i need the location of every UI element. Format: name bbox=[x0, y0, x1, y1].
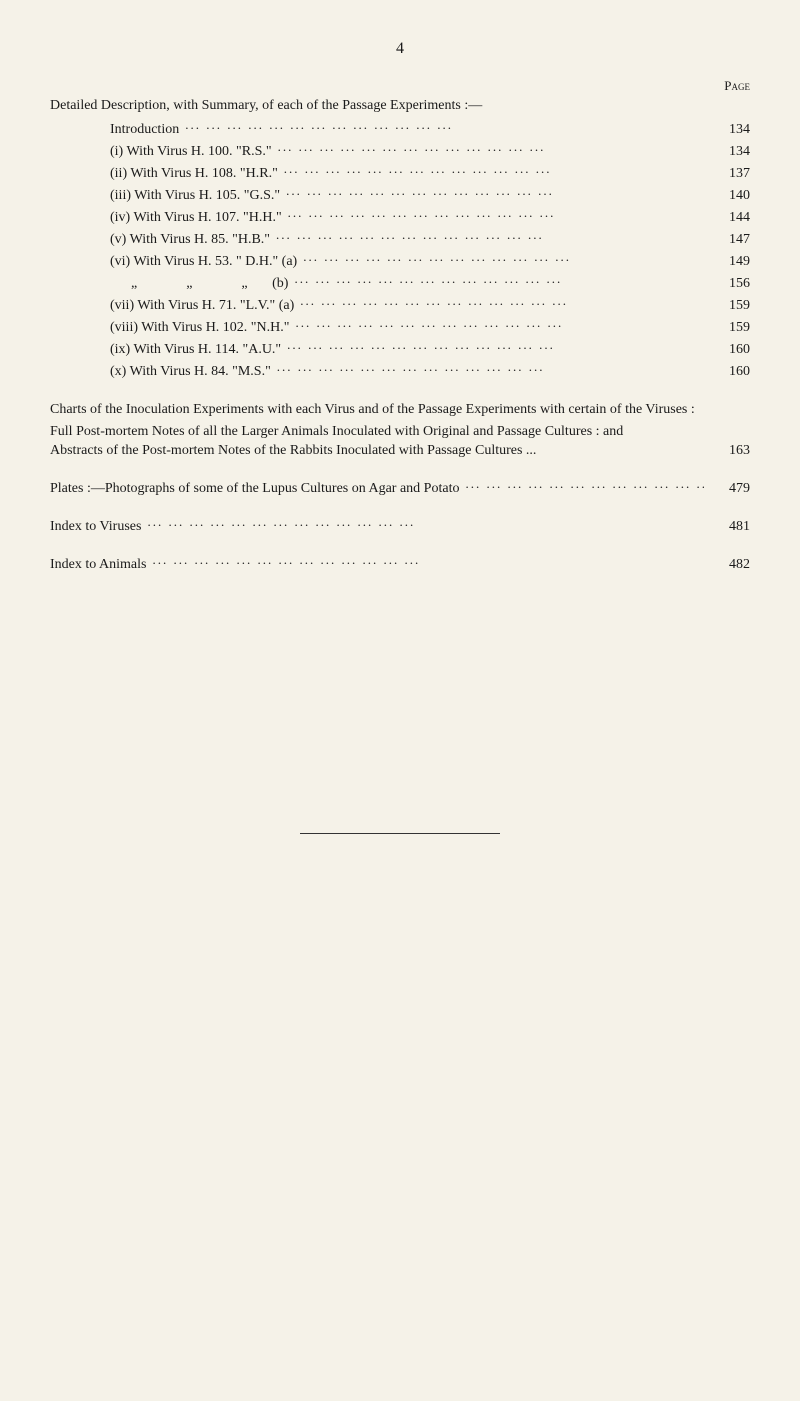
abstracts-row: Abstracts of the Post-mortem Notes of th… bbox=[50, 443, 750, 459]
toc-row: (v) With Virus H. 85. "H.B." 147 bbox=[50, 232, 750, 248]
toc-page: 160 bbox=[710, 364, 750, 380]
toc-row: (i) With Virus H. 100. "R.S." 134 bbox=[50, 144, 750, 160]
toc-row: (vi) With Virus H. 53. " D.H." (a) 149 bbox=[50, 254, 750, 270]
toc-page: 147 bbox=[710, 232, 750, 248]
index-viruses-page: 481 bbox=[710, 519, 750, 535]
toc-row: (vii) With Virus H. 71. "L.V." (a) 159 bbox=[50, 298, 750, 314]
toc-page: 134 bbox=[710, 144, 750, 160]
toc-page: 160 bbox=[710, 342, 750, 358]
toc-label: (vii) With Virus H. 71. "L.V." (a) bbox=[110, 298, 294, 314]
plates-row: Plates :—Photographs of some of the Lupu… bbox=[50, 481, 750, 497]
toc-label: (ii) With Virus H. 108. "H.R." bbox=[110, 166, 278, 182]
toc-row: Introduction 134 bbox=[50, 122, 750, 138]
toc-row: (iii) With Virus H. 105. "G.S." 140 bbox=[50, 188, 750, 204]
toc-label: (v) With Virus H. 85. "H.B." bbox=[110, 232, 270, 248]
toc-label: (iii) With Virus H. 105. "G.S." bbox=[110, 188, 280, 204]
toc-page: 140 bbox=[710, 188, 750, 204]
index-viruses-row: Index to Viruses 481 bbox=[50, 519, 750, 535]
toc-page: 134 bbox=[710, 122, 750, 138]
toc-page: 159 bbox=[710, 298, 750, 314]
toc-label: „ „ „ (b) bbox=[110, 276, 288, 292]
index-viruses-label: Index to Viruses bbox=[50, 519, 141, 535]
toc-label: Introduction bbox=[110, 122, 179, 138]
page-label: Page bbox=[50, 78, 750, 94]
toc-page: 137 bbox=[710, 166, 750, 182]
abstracts-label: Abstracts of the Post-mortem Notes of th… bbox=[50, 443, 536, 459]
index-animals-label: Index to Animals bbox=[50, 557, 146, 573]
section-heading: Detailed Description, with Summary, of e… bbox=[50, 98, 750, 114]
toc-page: 156 bbox=[710, 276, 750, 292]
toc-label: (ix) With Virus H. 114. "A.U." bbox=[110, 342, 281, 358]
toc-row: (ix) With Virus H. 114. "A.U." 160 bbox=[50, 342, 750, 358]
toc-row: (x) With Virus H. 84. "M.S." 160 bbox=[50, 364, 750, 380]
page-number: 4 bbox=[50, 40, 750, 58]
charts-paragraph-2: Full Post-mortem Notes of all the Larger… bbox=[50, 422, 750, 442]
toc-row: „ „ „ (b) 156 bbox=[50, 276, 750, 292]
toc-label: (x) With Virus H. 84. "M.S." bbox=[110, 364, 271, 380]
plates-page: 479 bbox=[710, 481, 750, 497]
plates-label: Plates :—Photographs of some of the Lupu… bbox=[50, 481, 459, 497]
index-animals-row: Index to Animals 482 bbox=[50, 557, 750, 573]
toc-page: 159 bbox=[710, 320, 750, 336]
charts-paragraph-1: Charts of the Inoculation Experiments wi… bbox=[50, 400, 750, 420]
abstracts-page: 163 bbox=[710, 443, 750, 459]
toc-row: (viii) With Virus H. 102. "N.H." 159 bbox=[50, 320, 750, 336]
toc-page: 149 bbox=[710, 254, 750, 270]
toc-label: (viii) With Virus H. 102. "N.H." bbox=[110, 320, 289, 336]
toc-label: (iv) With Virus H. 107. "H.H." bbox=[110, 210, 282, 226]
toc-page: 144 bbox=[710, 210, 750, 226]
horizontal-rule bbox=[300, 833, 500, 834]
toc-row: (iv) With Virus H. 107. "H.H." 144 bbox=[50, 210, 750, 226]
toc-row: (ii) With Virus H. 108. "H.R." 137 bbox=[50, 166, 750, 182]
toc-label: (vi) With Virus H. 53. " D.H." (a) bbox=[110, 254, 297, 270]
toc-label: (i) With Virus H. 100. "R.S." bbox=[110, 144, 272, 160]
index-animals-page: 482 bbox=[710, 557, 750, 573]
